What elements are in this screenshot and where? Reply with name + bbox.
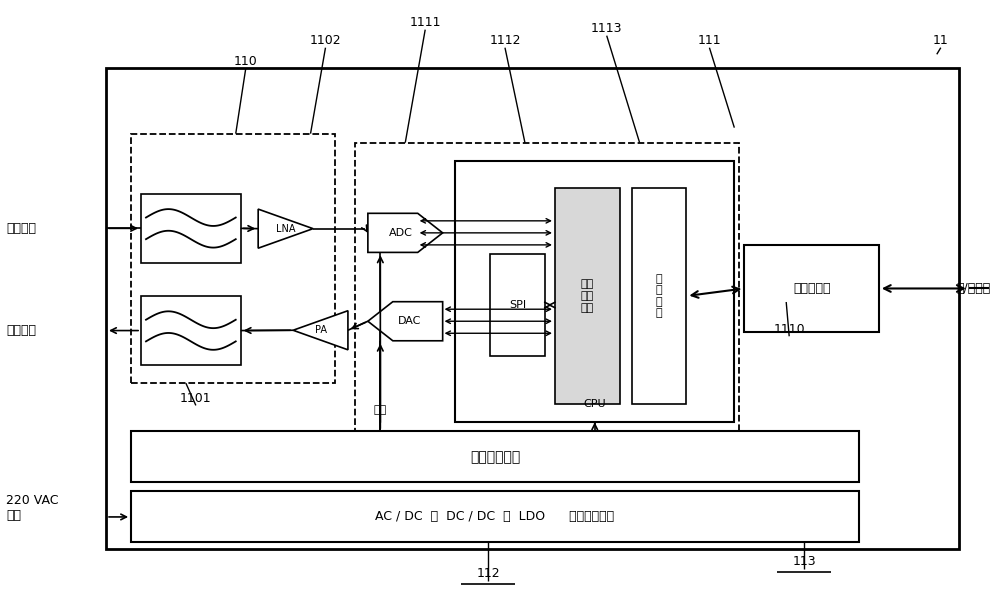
Text: SPI: SPI — [509, 300, 526, 310]
Text: 11: 11 — [933, 34, 949, 47]
Polygon shape — [368, 213, 443, 252]
Text: 1110: 1110 — [773, 323, 805, 336]
Text: 数字
接口
界面: 数字 接口 界面 — [581, 280, 594, 313]
FancyBboxPatch shape — [106, 68, 959, 548]
Text: 1113: 1113 — [591, 22, 622, 35]
Text: 接收输入: 接收输入 — [6, 222, 36, 234]
FancyBboxPatch shape — [744, 245, 879, 332]
Polygon shape — [368, 302, 443, 341]
Text: 113: 113 — [792, 555, 816, 568]
Text: 以太网接口: 以太网接口 — [793, 282, 830, 295]
Text: 光/电接口: 光/电接口 — [957, 281, 991, 295]
Text: 时钟: 时钟 — [374, 405, 387, 415]
Text: 110: 110 — [234, 55, 258, 68]
Text: 1101: 1101 — [180, 392, 212, 405]
Text: 220 VAC
供电: 220 VAC 供电 — [6, 493, 59, 522]
Text: 发射输出: 发射输出 — [6, 324, 36, 337]
FancyBboxPatch shape — [490, 254, 545, 356]
FancyBboxPatch shape — [131, 492, 859, 542]
Text: PA: PA — [314, 326, 326, 335]
FancyBboxPatch shape — [131, 133, 335, 383]
Text: 传
输
接
口: 传 输 接 口 — [656, 274, 662, 318]
Text: 111: 111 — [698, 34, 721, 47]
FancyBboxPatch shape — [632, 188, 686, 404]
Text: 1112: 1112 — [489, 34, 521, 47]
FancyBboxPatch shape — [141, 296, 241, 365]
Text: 1111: 1111 — [409, 16, 441, 29]
Text: 时钟管理单元: 时钟管理单元 — [470, 450, 520, 464]
Polygon shape — [258, 209, 313, 248]
Text: CPU: CPU — [583, 399, 606, 409]
Text: ADC: ADC — [389, 228, 413, 238]
FancyBboxPatch shape — [555, 188, 620, 404]
FancyBboxPatch shape — [131, 431, 859, 483]
Text: LNA: LNA — [276, 223, 295, 234]
Polygon shape — [293, 310, 348, 350]
Text: DAC: DAC — [398, 316, 421, 326]
Text: 112: 112 — [476, 567, 500, 580]
FancyBboxPatch shape — [455, 161, 734, 422]
Text: AC / DC  、  DC / DC  、  LDO      电源管理单元: AC / DC 、 DC / DC 、 LDO 电源管理单元 — [375, 510, 615, 524]
Text: 1102: 1102 — [310, 34, 341, 47]
FancyBboxPatch shape — [141, 194, 241, 263]
FancyBboxPatch shape — [355, 143, 739, 449]
